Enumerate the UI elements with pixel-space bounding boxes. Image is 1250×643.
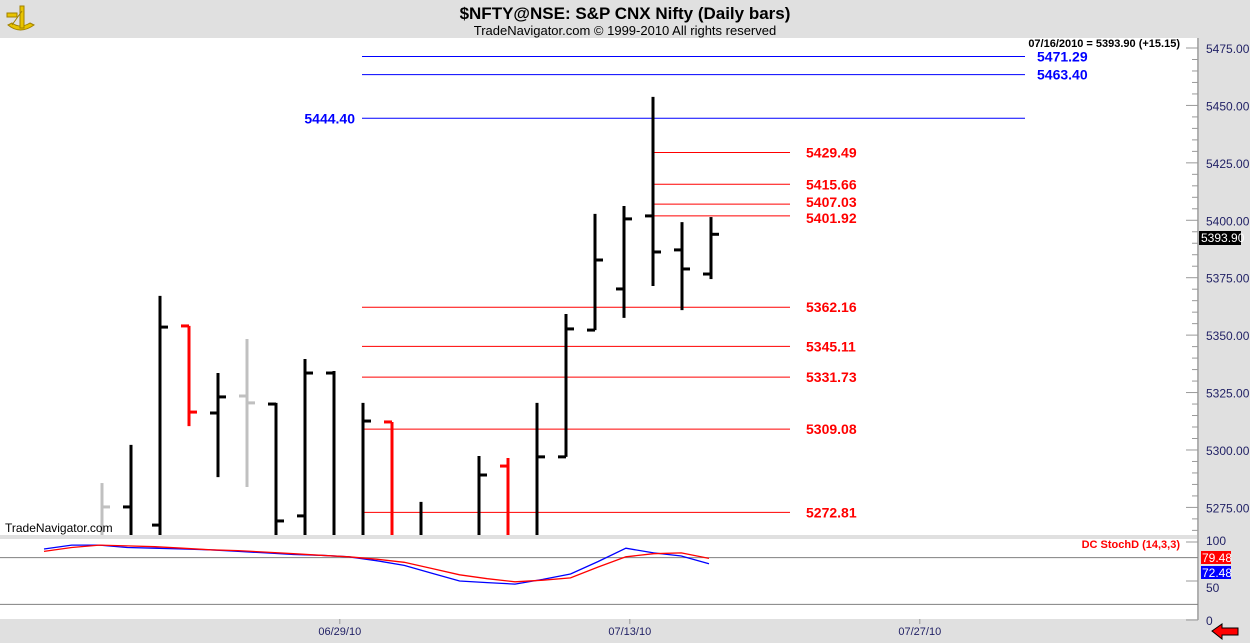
stoch-blue-value: 72.48: [1202, 566, 1232, 580]
stoch-title: DC StochD (14,3,3): [1082, 539, 1181, 551]
y-tick-label: 5425.00: [1206, 157, 1250, 171]
stoch-panel: [0, 539, 1198, 619]
level-label: 5471.29: [1037, 49, 1088, 65]
last-price-tag: 5393.90: [1201, 231, 1245, 245]
stoch-red-value: 79.48: [1202, 551, 1232, 565]
stoch-tick-label: 50: [1206, 581, 1220, 595]
scroll-left-arrow-icon[interactable]: [1211, 623, 1239, 641]
chart-header: $NFTY@NSE: S&P CNX Nifty (Daily bars) Tr…: [0, 0, 1250, 38]
stoch-tick-label: 100: [1206, 534, 1226, 548]
x-tick-label: 07/13/10: [608, 626, 651, 638]
price-panel: [0, 38, 1198, 535]
y-tick-label: 5325.00: [1206, 387, 1250, 401]
level-label: 5272.81: [806, 504, 857, 520]
y-tick-label: 5300.00: [1206, 444, 1250, 458]
last-quote: 07/16/2010 = 5393.90 (+15.15): [1028, 38, 1180, 50]
level-label: 5463.40: [1037, 67, 1088, 83]
x-tick-label: 06/29/10: [318, 626, 361, 638]
stoch-line-blue: [43, 544, 710, 585]
y-tick-label: 5375.00: [1206, 272, 1250, 286]
sextant-logo-icon: [6, 5, 35, 31]
y-tick-label: 5350.00: [1206, 329, 1250, 343]
chart-title: $NFTY@NSE: S&P CNX Nifty (Daily bars): [459, 4, 791, 23]
copyright-text: TradeNavigator.com © 1999-2010 All right…: [473, 23, 777, 38]
level-label: 5362.16: [806, 299, 857, 315]
y-tick-label: 5475.00: [1206, 42, 1250, 56]
stoch-line-red: [43, 544, 710, 583]
level-label: 5429.49: [806, 145, 857, 161]
level-label: 5407.03: [806, 194, 857, 210]
stoch-tick-label: 0: [1206, 614, 1213, 628]
y-tick-label: 5400.00: [1206, 214, 1250, 228]
y-tick-label: 5450.00: [1206, 99, 1250, 113]
level-label: 5345.11: [806, 338, 856, 354]
watermark: TradeNavigator.com: [5, 521, 113, 535]
level-label: 5444.40: [304, 110, 355, 126]
level-label: 5331.73: [806, 369, 857, 385]
level-label: 5401.92: [806, 210, 857, 226]
x-tick-label: 07/27/10: [898, 626, 941, 638]
y-tick-label: 5275.00: [1206, 501, 1250, 515]
level-label: 5415.66: [806, 176, 857, 192]
level-label: 5309.08: [806, 421, 857, 437]
